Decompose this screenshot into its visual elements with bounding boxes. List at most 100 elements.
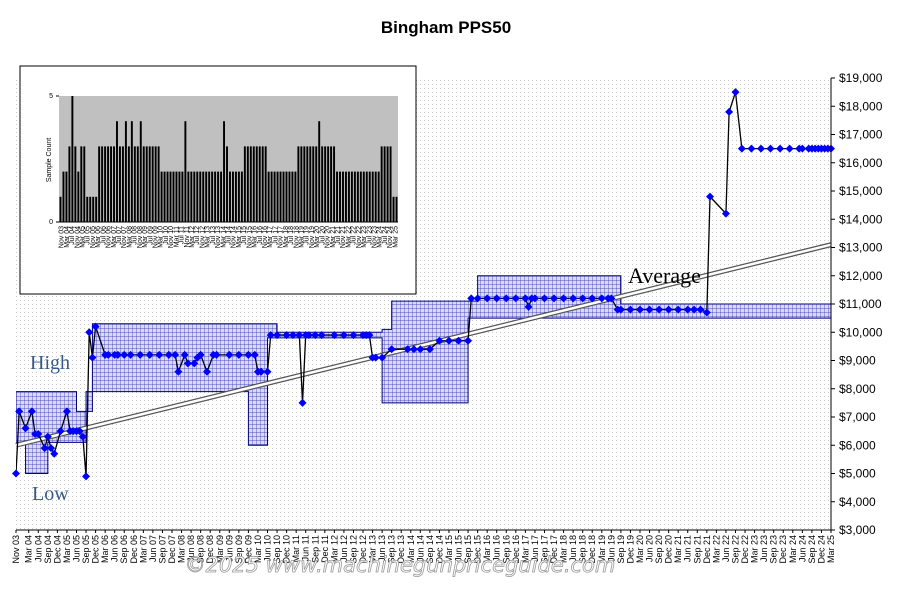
inset-x-tick-label: Jul 18 xyxy=(288,226,295,245)
x-tick-label: Mar 21 xyxy=(673,535,683,563)
inset-x-tick-label: Nov 21 xyxy=(340,226,347,248)
x-tick-label: Mar 18 xyxy=(559,535,569,563)
inset-x-tick-label: Jul 05 xyxy=(85,226,92,245)
inset-x-tick-label: Nov 16 xyxy=(262,226,269,248)
price-point xyxy=(483,294,492,303)
inset-y-tick-label: 0 xyxy=(49,219,53,226)
inset-plot-background xyxy=(59,96,398,222)
inset-bar xyxy=(392,196,395,222)
inset-bar xyxy=(365,171,368,222)
inset-bar xyxy=(178,171,181,222)
price-point xyxy=(330,331,339,340)
inset-x-tick-label: Mar 06 xyxy=(95,226,102,248)
x-tick-label: Jun 22 xyxy=(721,535,731,562)
inset-bar xyxy=(258,146,261,222)
inset-x-tick-label: Nov 14 xyxy=(231,226,238,248)
inset-bar xyxy=(261,146,264,222)
inset-x-tick-label: Nov 06 xyxy=(106,226,113,248)
inset-bar xyxy=(306,146,309,222)
price-point xyxy=(530,294,539,303)
y-tick-label: $9,000 xyxy=(839,354,876,368)
price-point xyxy=(747,144,756,153)
x-tick-label: Jun 06 xyxy=(110,535,120,562)
inset-bar xyxy=(226,146,228,222)
y-tick-label: $18,000 xyxy=(839,99,883,113)
inset-bar xyxy=(347,171,350,222)
inset-x-tick-label: Jul 24 xyxy=(382,226,389,245)
price-point xyxy=(540,294,549,303)
x-tick-label: Sep 08 xyxy=(196,535,206,564)
inset-bar xyxy=(65,171,68,222)
price-point xyxy=(597,294,606,303)
x-tick-label: Sep 13 xyxy=(387,535,397,564)
inset-bar xyxy=(237,171,240,222)
inset-bar xyxy=(110,146,113,222)
inset-x-tick-label: Mar 12 xyxy=(189,226,196,248)
inset-x-tick-label: Mar 16 xyxy=(252,226,259,248)
x-tick-label: Dec 11 xyxy=(320,535,330,563)
inset-x-tick-label: Mar 08 xyxy=(126,226,133,248)
inset-bar xyxy=(118,146,121,222)
x-tick-label: Mar 25 xyxy=(826,535,836,563)
price-point xyxy=(721,209,730,218)
inset-bar xyxy=(68,146,71,222)
price-point xyxy=(164,350,173,359)
high-low-band xyxy=(16,275,831,474)
inset-bar xyxy=(288,171,291,222)
price-point xyxy=(725,107,734,116)
y-tick-label: $5,000 xyxy=(839,467,876,481)
y-tick-label: $14,000 xyxy=(839,212,883,226)
inset-bar xyxy=(350,171,353,222)
x-tick-label: Mar 07 xyxy=(138,535,148,563)
x-tick-label: Dec 18 xyxy=(587,535,597,564)
inset-bar xyxy=(267,171,270,222)
inset-bar xyxy=(202,171,205,222)
inset-x-tick-label: Jul 19 xyxy=(304,226,311,245)
price-point xyxy=(690,305,699,314)
inset-x-tick-label: Nov 13 xyxy=(215,226,222,248)
x-tick-label: Dec 12 xyxy=(358,535,368,564)
inset-x-tick-label: Jul 23 xyxy=(366,226,373,245)
inset-x-tick-label: Mar 18 xyxy=(283,226,290,248)
price-point xyxy=(578,294,587,303)
x-tick-label: Mar 13 xyxy=(368,535,378,563)
inset-bar xyxy=(104,146,107,222)
inset-bar xyxy=(83,146,86,222)
price-point xyxy=(524,302,533,311)
inset-bar xyxy=(386,146,389,222)
price-point xyxy=(62,407,71,416)
x-tick-label: Dec 17 xyxy=(549,535,559,564)
x-tick-label: Dec 19 xyxy=(625,535,635,564)
inset-y-axis: 05 xyxy=(49,93,59,226)
inset-bar xyxy=(92,196,95,222)
inset-bar xyxy=(127,146,130,222)
inset-bar xyxy=(172,171,175,222)
inset-bar xyxy=(240,171,243,222)
price-point xyxy=(403,345,412,354)
inset-bar xyxy=(136,146,139,222)
inset-bar xyxy=(190,171,193,222)
inset-bar xyxy=(377,171,380,222)
average-trend xyxy=(15,242,832,448)
inset-bar xyxy=(279,171,282,222)
inset-bar xyxy=(300,146,303,222)
x-tick-label: Dec 09 xyxy=(243,535,253,564)
inset-x-tick-label: Jul 10 xyxy=(163,226,170,245)
inset-bar xyxy=(59,196,62,222)
inset-bar xyxy=(312,146,315,222)
inset-x-tick-label: Mar 11 xyxy=(173,226,180,247)
price-point xyxy=(15,407,24,416)
inset-bar xyxy=(359,171,362,222)
price-point xyxy=(212,350,221,359)
inset-x-tick-label: Mar 09 xyxy=(142,226,149,248)
x-tick-label: Jun 09 xyxy=(224,535,234,562)
price-point xyxy=(56,427,65,436)
inset-x-tick-label: Nov 11 xyxy=(184,226,191,248)
inset-x-tick-label: Mar 14 xyxy=(220,226,227,248)
x-tick-label: Mar 10 xyxy=(253,535,263,563)
price-point xyxy=(113,350,122,359)
inset-bar xyxy=(356,171,359,222)
inset-bar xyxy=(154,146,157,222)
inset-x-tick-label: Mar 10 xyxy=(158,226,165,248)
